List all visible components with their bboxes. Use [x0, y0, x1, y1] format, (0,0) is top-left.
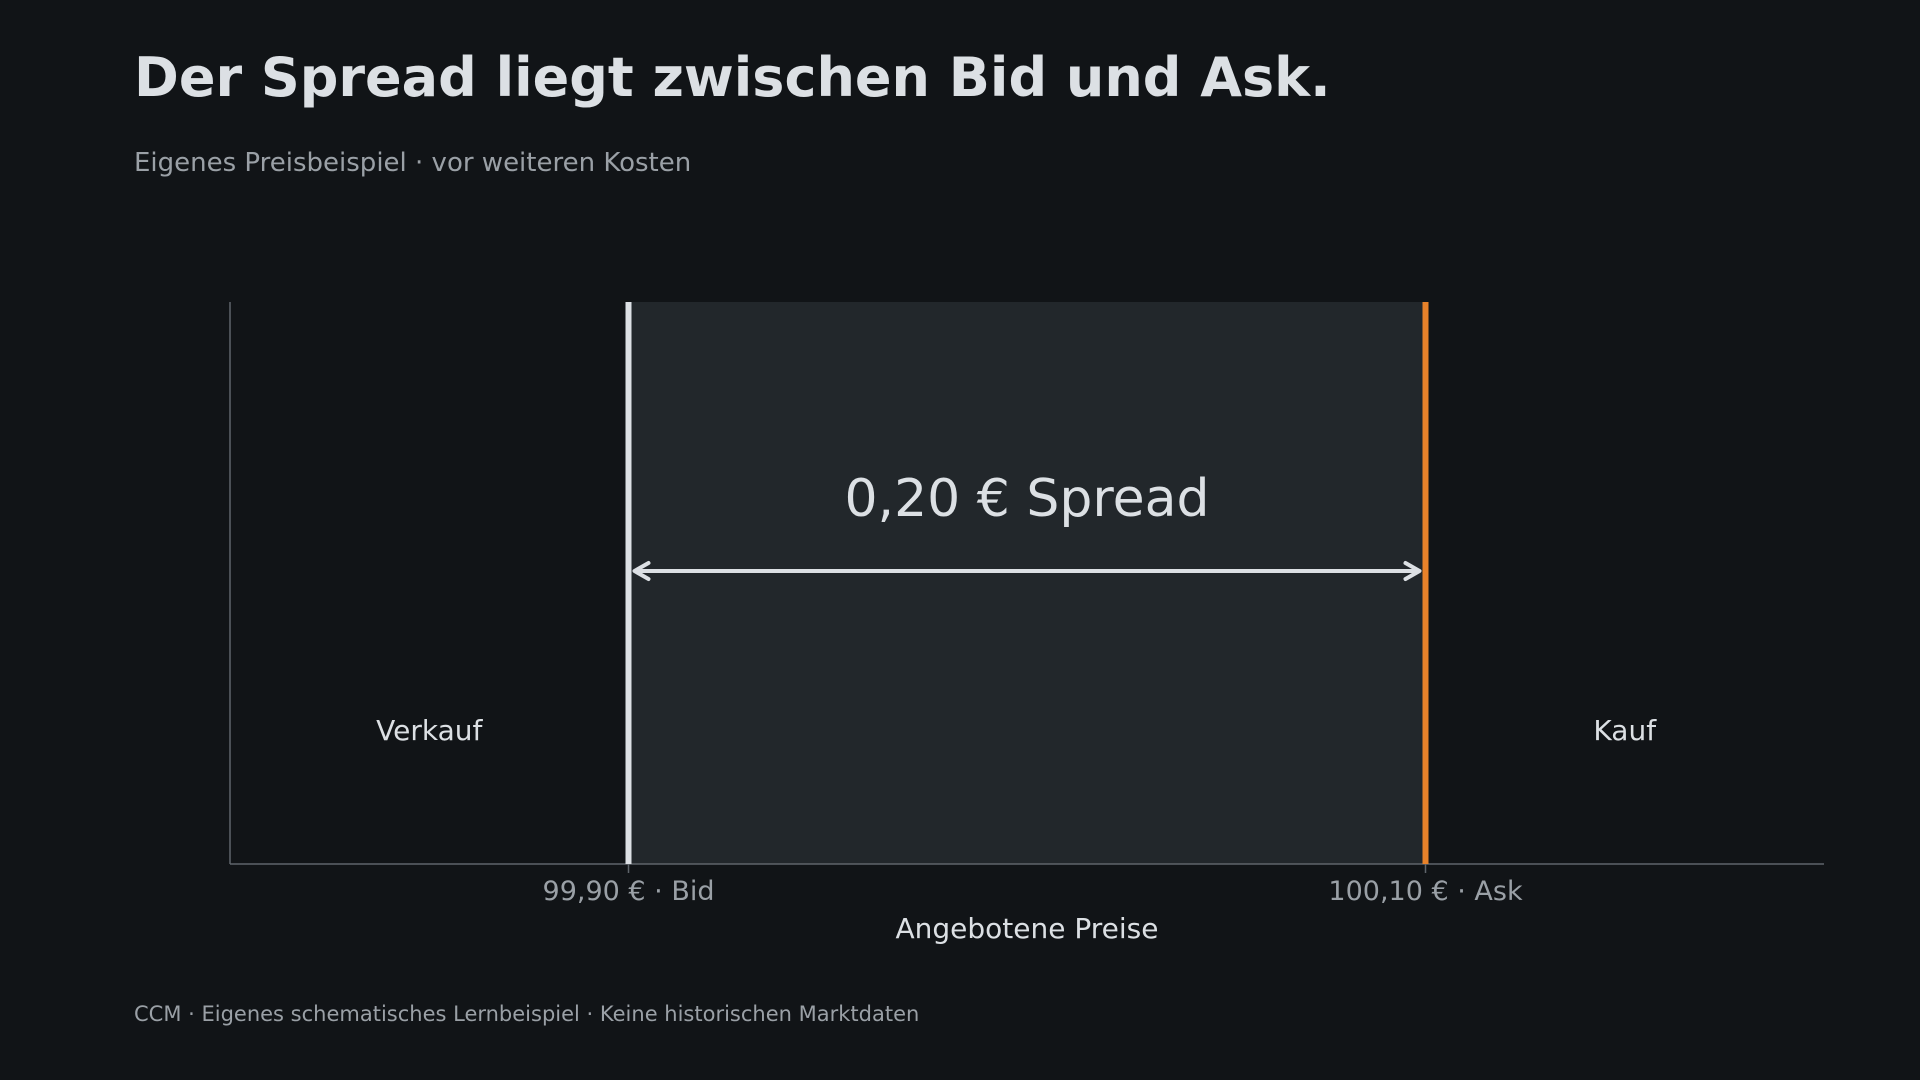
- x-tick-label: 99,90 € · Bid: [543, 876, 715, 907]
- spread-band: [628, 302, 1426, 864]
- region-label: Verkauf: [376, 714, 483, 747]
- footer-note: CCM · Eigenes schematisches Lernbeispiel…: [134, 1002, 920, 1026]
- x-tick-label: 100,10 € · Ask: [1328, 876, 1523, 907]
- price-marks: 99,90 € · Bid 100,10 € · Ask: [543, 302, 1523, 907]
- arrow-head-left: [632, 561, 651, 581]
- page-subtitle: Eigenes Preisbeispiel · vor weiteren Kos…: [134, 148, 692, 178]
- page-title: Der Spread liegt zwischen Bid und Ask.: [134, 46, 1331, 109]
- x-axis-title: Angebotene Preise: [896, 912, 1159, 945]
- region-label: Kauf: [1593, 714, 1657, 747]
- region-labels: Verkauf Kauf: [376, 714, 1657, 747]
- spread-label: 0,20 € Spread: [844, 469, 1209, 529]
- arrow-head-right: [1403, 561, 1422, 581]
